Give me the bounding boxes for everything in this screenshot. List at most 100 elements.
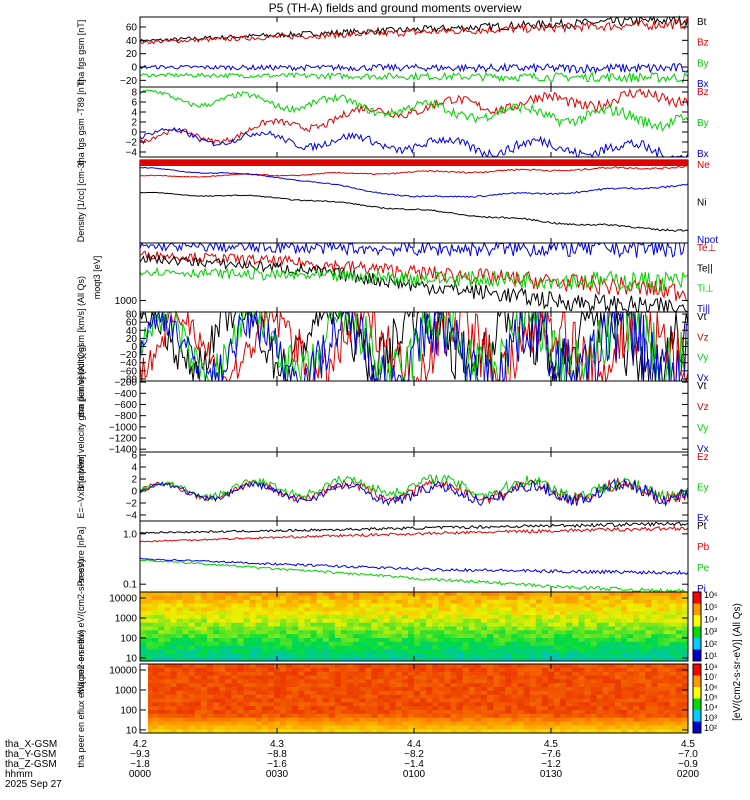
heatmap-cell	[584, 657, 592, 662]
heatmap-cell	[316, 729, 324, 734]
heatmap-cell	[541, 729, 549, 734]
heatmap-cell	[468, 675, 476, 680]
heatmap-cell	[535, 649, 543, 654]
heatmap-cell	[663, 694, 671, 699]
heatmap-cell	[633, 603, 640, 608]
heatmap-cell	[237, 657, 244, 662]
heatmap-cell	[560, 667, 567, 673]
heatmap-cell	[261, 690, 269, 696]
heatmap-cell	[584, 630, 592, 635]
heatmap-cell	[310, 607, 318, 612]
heatmap-cell	[353, 618, 360, 624]
heatmap-cell	[261, 725, 269, 730]
heatmap-cell	[499, 713, 506, 719]
heatmap-cell	[493, 729, 500, 734]
heatmap-cell	[554, 725, 561, 730]
heatmap-cell	[657, 615, 665, 620]
heatmap-cell	[158, 683, 165, 688]
heatmap-cell	[359, 641, 366, 647]
heatmap-cell	[274, 702, 281, 707]
heatmap-cell	[371, 641, 378, 647]
heatmap-cell	[444, 706, 451, 711]
heatmap-cell	[194, 641, 202, 647]
heatmap-cell	[140, 611, 147, 616]
heatmap-cell	[450, 599, 458, 604]
heatmap-cell	[566, 671, 573, 676]
heatmap-cell	[669, 706, 677, 711]
heatmap-cell	[304, 729, 311, 734]
heatmap-cell	[468, 725, 476, 730]
heatmap-cell	[517, 607, 525, 612]
heatmap-cell	[395, 599, 403, 604]
y-tick-label: −1200	[109, 434, 138, 445]
heatmap-cell	[438, 622, 445, 627]
heatmap-cell	[535, 721, 543, 726]
heatmap-cell	[608, 611, 616, 616]
heatmap-cell	[499, 690, 506, 696]
heatmap-cell	[340, 713, 348, 719]
heatmap-cell	[596, 607, 604, 612]
heatmap-cell	[462, 725, 470, 730]
heatmap-cell	[200, 694, 208, 699]
heatmap-cell	[280, 618, 287, 624]
heatmap-cell	[669, 630, 677, 635]
heatmap-cell	[517, 710, 525, 715]
heatmap-cell	[310, 630, 318, 635]
heatmap-cell	[292, 690, 299, 696]
heatmap-cell	[164, 618, 171, 624]
heatmap-cell	[207, 721, 214, 726]
heatmap-cell	[578, 626, 585, 631]
heatmap-cell	[523, 657, 531, 662]
heatmap-cell	[225, 607, 232, 612]
heatmap-cell	[395, 717, 403, 722]
heatmap-cell	[535, 702, 543, 707]
heatmap-cell	[633, 626, 640, 631]
heatmap-cell	[334, 679, 342, 684]
heatmap-cell	[207, 671, 214, 676]
heatmap-cell	[371, 653, 378, 658]
heatmap-cell	[170, 702, 177, 707]
heatmap-cell	[237, 649, 244, 654]
heatmap-cell	[267, 706, 275, 711]
heatmap-cell	[237, 694, 244, 699]
heatmap-cell	[353, 702, 360, 707]
heatmap-cell	[438, 603, 445, 608]
heatmap-cell	[481, 615, 488, 620]
heatmap-cell	[395, 641, 403, 647]
heatmap-cell	[249, 618, 257, 624]
series-line-Pb	[139, 526, 689, 543]
heatmap-cell	[322, 729, 330, 734]
heatmap-cell	[578, 690, 585, 696]
heatmap-cell	[651, 721, 659, 726]
heatmap-cell	[401, 717, 409, 722]
heatmap-cell	[176, 657, 184, 662]
heatmap-cell	[608, 729, 616, 734]
heatmap-cell	[328, 729, 336, 734]
heatmap-cell	[450, 706, 458, 711]
heatmap-cell	[334, 645, 342, 650]
heatmap-cell	[249, 687, 257, 692]
heatmap-cell	[340, 725, 348, 730]
heatmap-cell	[578, 595, 585, 601]
series-line-Bx	[139, 62, 689, 75]
heatmap-cell	[188, 687, 196, 692]
heatmap-cell	[274, 599, 281, 604]
heatmap-cell	[340, 641, 348, 647]
heatmap-cell	[371, 683, 378, 688]
heatmap-cell	[328, 645, 336, 650]
heatmap-cell	[225, 694, 232, 699]
heatmap-cell	[219, 592, 226, 597]
heatmap-cell	[389, 702, 397, 707]
heatmap-cell	[560, 683, 567, 688]
heatmap-cell	[280, 622, 287, 627]
heatmap-cell	[377, 702, 385, 707]
heatmap-cell	[207, 638, 214, 643]
heatmap-cell	[298, 683, 305, 688]
heatmap-cell	[140, 626, 147, 631]
heatmap-cell	[310, 698, 318, 703]
heatmap-cell	[584, 721, 592, 726]
heatmap-cell	[621, 611, 628, 616]
heatmap-cell	[566, 645, 573, 650]
heatmap-cell	[353, 649, 360, 654]
heatmap-cell	[590, 671, 598, 676]
